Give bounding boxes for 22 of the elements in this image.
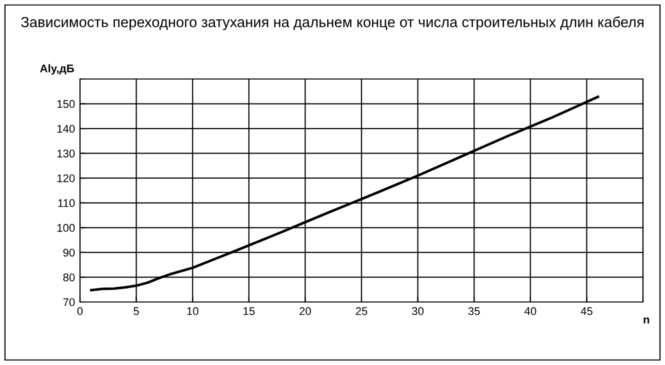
- chart-title: Зависимость переходного затухания на дальнем конце от числа строительных длин кабеля: [21, 16, 644, 30]
- x-tick-label: 5: [134, 307, 139, 316]
- y-tick-label: 80: [63, 273, 75, 282]
- x-axis-title: n: [644, 317, 650, 324]
- x-tick-label: 10: [187, 307, 198, 316]
- y-tick-label: 150: [57, 100, 75, 108]
- x-tick-label: 30: [412, 307, 424, 316]
- y-tick-label: 90: [63, 248, 75, 257]
- x-tick-label: 45: [580, 307, 592, 316]
- x-tick-label: 40: [524, 307, 536, 316]
- x-tick-label: 20: [300, 307, 311, 316]
- y-tick-label: 100: [57, 224, 75, 232]
- y-tick-label: 70: [63, 298, 75, 306]
- y-tick-label: 110: [58, 199, 75, 208]
- y-tick-label: 130: [57, 150, 75, 158]
- x-tick-label: 25: [356, 307, 368, 316]
- x-tick-label: 35: [468, 307, 480, 316]
- y-tick-label: 140: [57, 124, 75, 133]
- y-axis-title: Aly,дБ: [40, 64, 74, 75]
- x-tick-label: 15: [244, 307, 255, 316]
- x-tick-label: 0: [77, 307, 83, 316]
- y-tick-label: 120: [57, 174, 75, 182]
